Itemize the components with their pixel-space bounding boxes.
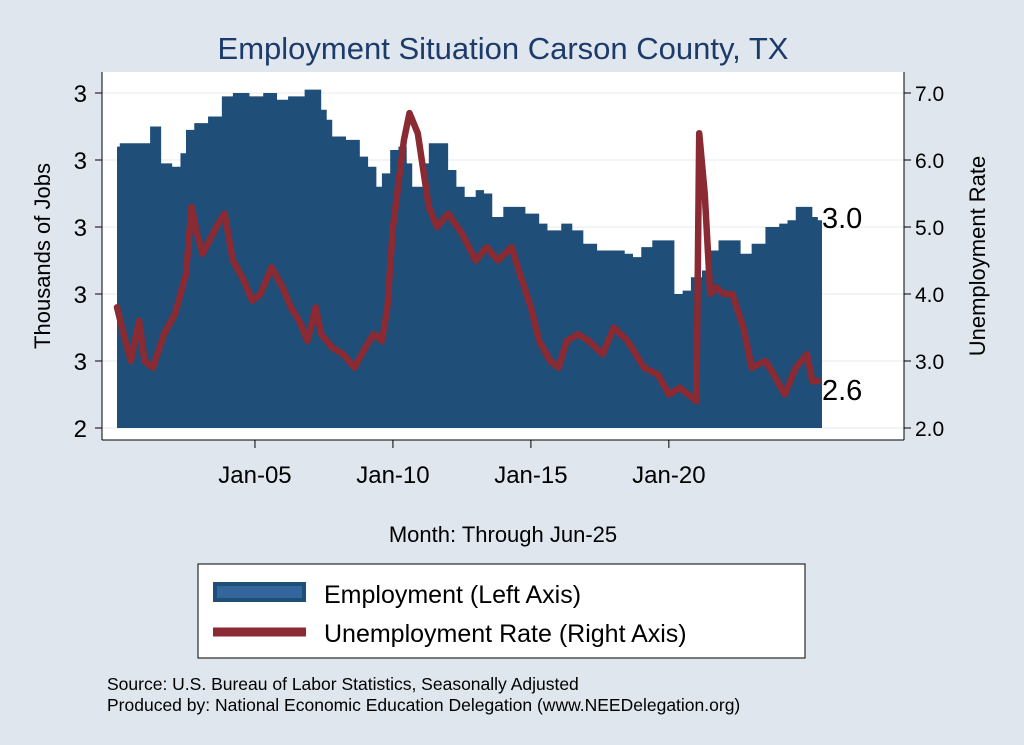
legend-box bbox=[197, 563, 806, 659]
left-tick-label: 2 bbox=[74, 416, 87, 443]
unemployment-end-label: 2.6 bbox=[822, 375, 862, 407]
left-axis-ticks: 2 3 3 3 3 3 bbox=[74, 81, 102, 443]
right-tick-label: 4.0 bbox=[915, 284, 944, 307]
legend-label-unemployment: Unemployment Rate (Right Axis) bbox=[324, 620, 687, 648]
right-tick-label: 6.0 bbox=[915, 150, 944, 173]
x-tick-label: Jan-15 bbox=[494, 462, 567, 489]
employment-end-label: 3.0 bbox=[822, 203, 862, 235]
unemployment-line bbox=[113, 109, 822, 405]
x-axis-ticks: Jan-05 Jan-10 Jan-15 Jan-20 bbox=[218, 440, 706, 489]
left-tick-label: 3 bbox=[74, 349, 87, 376]
right-tick-label: 3.0 bbox=[915, 351, 944, 374]
legend-label-employment: Employment (Left Axis) bbox=[324, 581, 581, 609]
x-tick-label: Jan-05 bbox=[218, 462, 291, 489]
unemployment-line-layer bbox=[113, 109, 822, 405]
x-tick-label: Jan-20 bbox=[632, 462, 705, 489]
produced-by-text: Produced by: National Economic Education… bbox=[107, 695, 740, 715]
left-tick-label: 3 bbox=[74, 148, 87, 175]
employment-area-layer bbox=[117, 89, 822, 429]
chart-title: Employment Situation Carson County, TX bbox=[218, 31, 789, 66]
right-tick-label: 7.0 bbox=[915, 83, 944, 106]
employment-area bbox=[117, 89, 822, 429]
legend-swatch-employment-inner bbox=[217, 586, 302, 598]
right-axis-ticks: 2.0 3.0 4.0 5.0 6.0 7.0 bbox=[904, 83, 944, 441]
right-axis-title: Unemployment Rate bbox=[965, 156, 990, 357]
left-tick-label: 3 bbox=[74, 215, 87, 242]
left-tick-label: 3 bbox=[74, 81, 87, 108]
source-text: Source: U.S. Bureau of Labor Statistics,… bbox=[107, 674, 579, 694]
x-tick-label: Jan-10 bbox=[356, 462, 429, 489]
right-tick-label: 5.0 bbox=[915, 217, 944, 240]
x-axis-title: Month: Through Jun-25 bbox=[389, 522, 617, 547]
left-tick-label: 3 bbox=[74, 282, 87, 309]
left-axis-title: Thousands of Jobs bbox=[30, 163, 55, 349]
right-tick-label: 2.0 bbox=[915, 418, 944, 441]
